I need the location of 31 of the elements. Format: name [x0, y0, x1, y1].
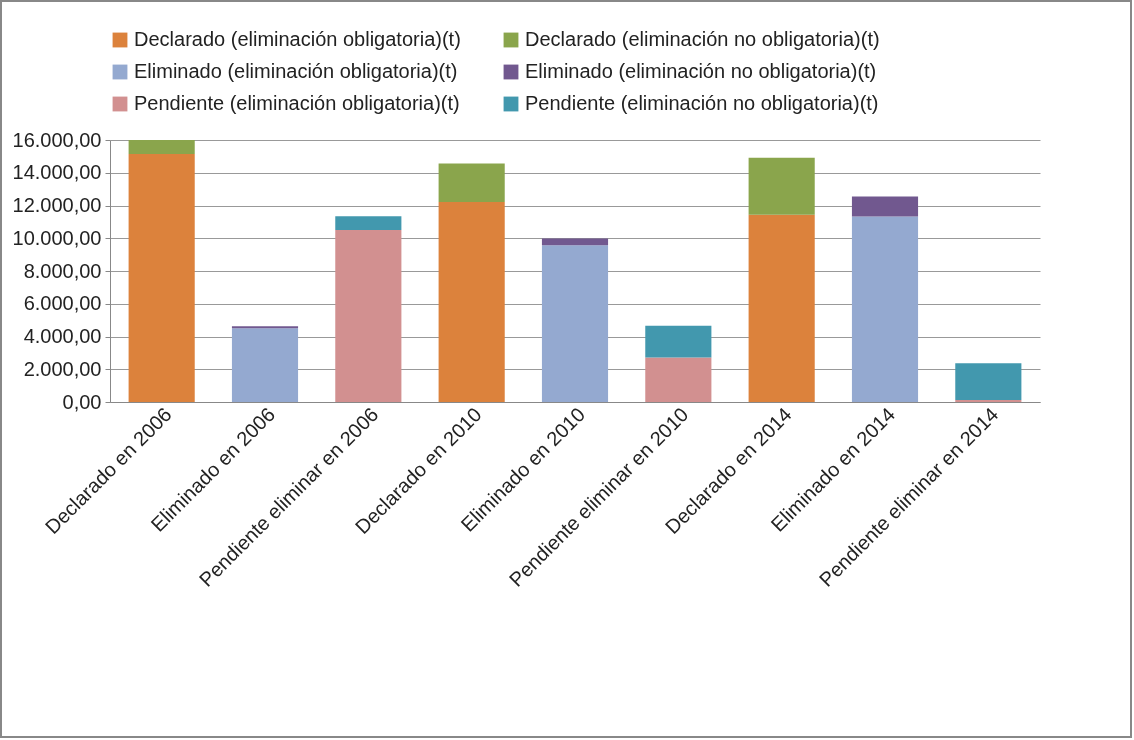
y-tick-label: 10.000,00 [12, 226, 102, 249]
bar [438, 201, 505, 402]
bar [231, 328, 299, 402]
y-tick-label: 12.000,00 [12, 194, 102, 216]
bar [335, 229, 402, 402]
y-tick-label: 14.000,00 [12, 161, 102, 184]
y-tick-label: 2.000,00 [23, 357, 102, 380]
bar [851, 196, 919, 217]
y-tick-label: 4.000,00 [23, 325, 102, 347]
legend-label: Pendiente (eliminación obligatoria)(t) [134, 92, 460, 114]
bar [128, 154, 195, 402]
bar [541, 245, 609, 402]
bar [851, 216, 919, 402]
bar [645, 357, 712, 402]
legend-label: Declarado (eliminación no obligatoria)(t) [525, 28, 880, 50]
legend-label: Eliminado (eliminación obligatoria)(t) [134, 60, 458, 82]
y-tick-label: 6.000,00 [23, 292, 102, 315]
legend-label: Eliminado (eliminación no obligatoria)(t) [525, 60, 877, 82]
y-tick-label: 0,00 [62, 390, 102, 413]
bar [541, 238, 609, 246]
legend-label: Declarado (eliminación obligatoria)(t) [134, 28, 461, 50]
bar [955, 363, 1022, 401]
bar [748, 157, 815, 215]
y-tick-label: 8.000,00 [23, 259, 102, 282]
y-tick-label: 16.000,00 [12, 128, 102, 151]
legend-label: Pendiente (eliminación no obligatoria)(t) [525, 92, 879, 114]
bar [645, 325, 712, 358]
bar [748, 214, 815, 402]
bar [335, 216, 402, 230]
bar [438, 163, 505, 202]
bar [128, 140, 195, 155]
